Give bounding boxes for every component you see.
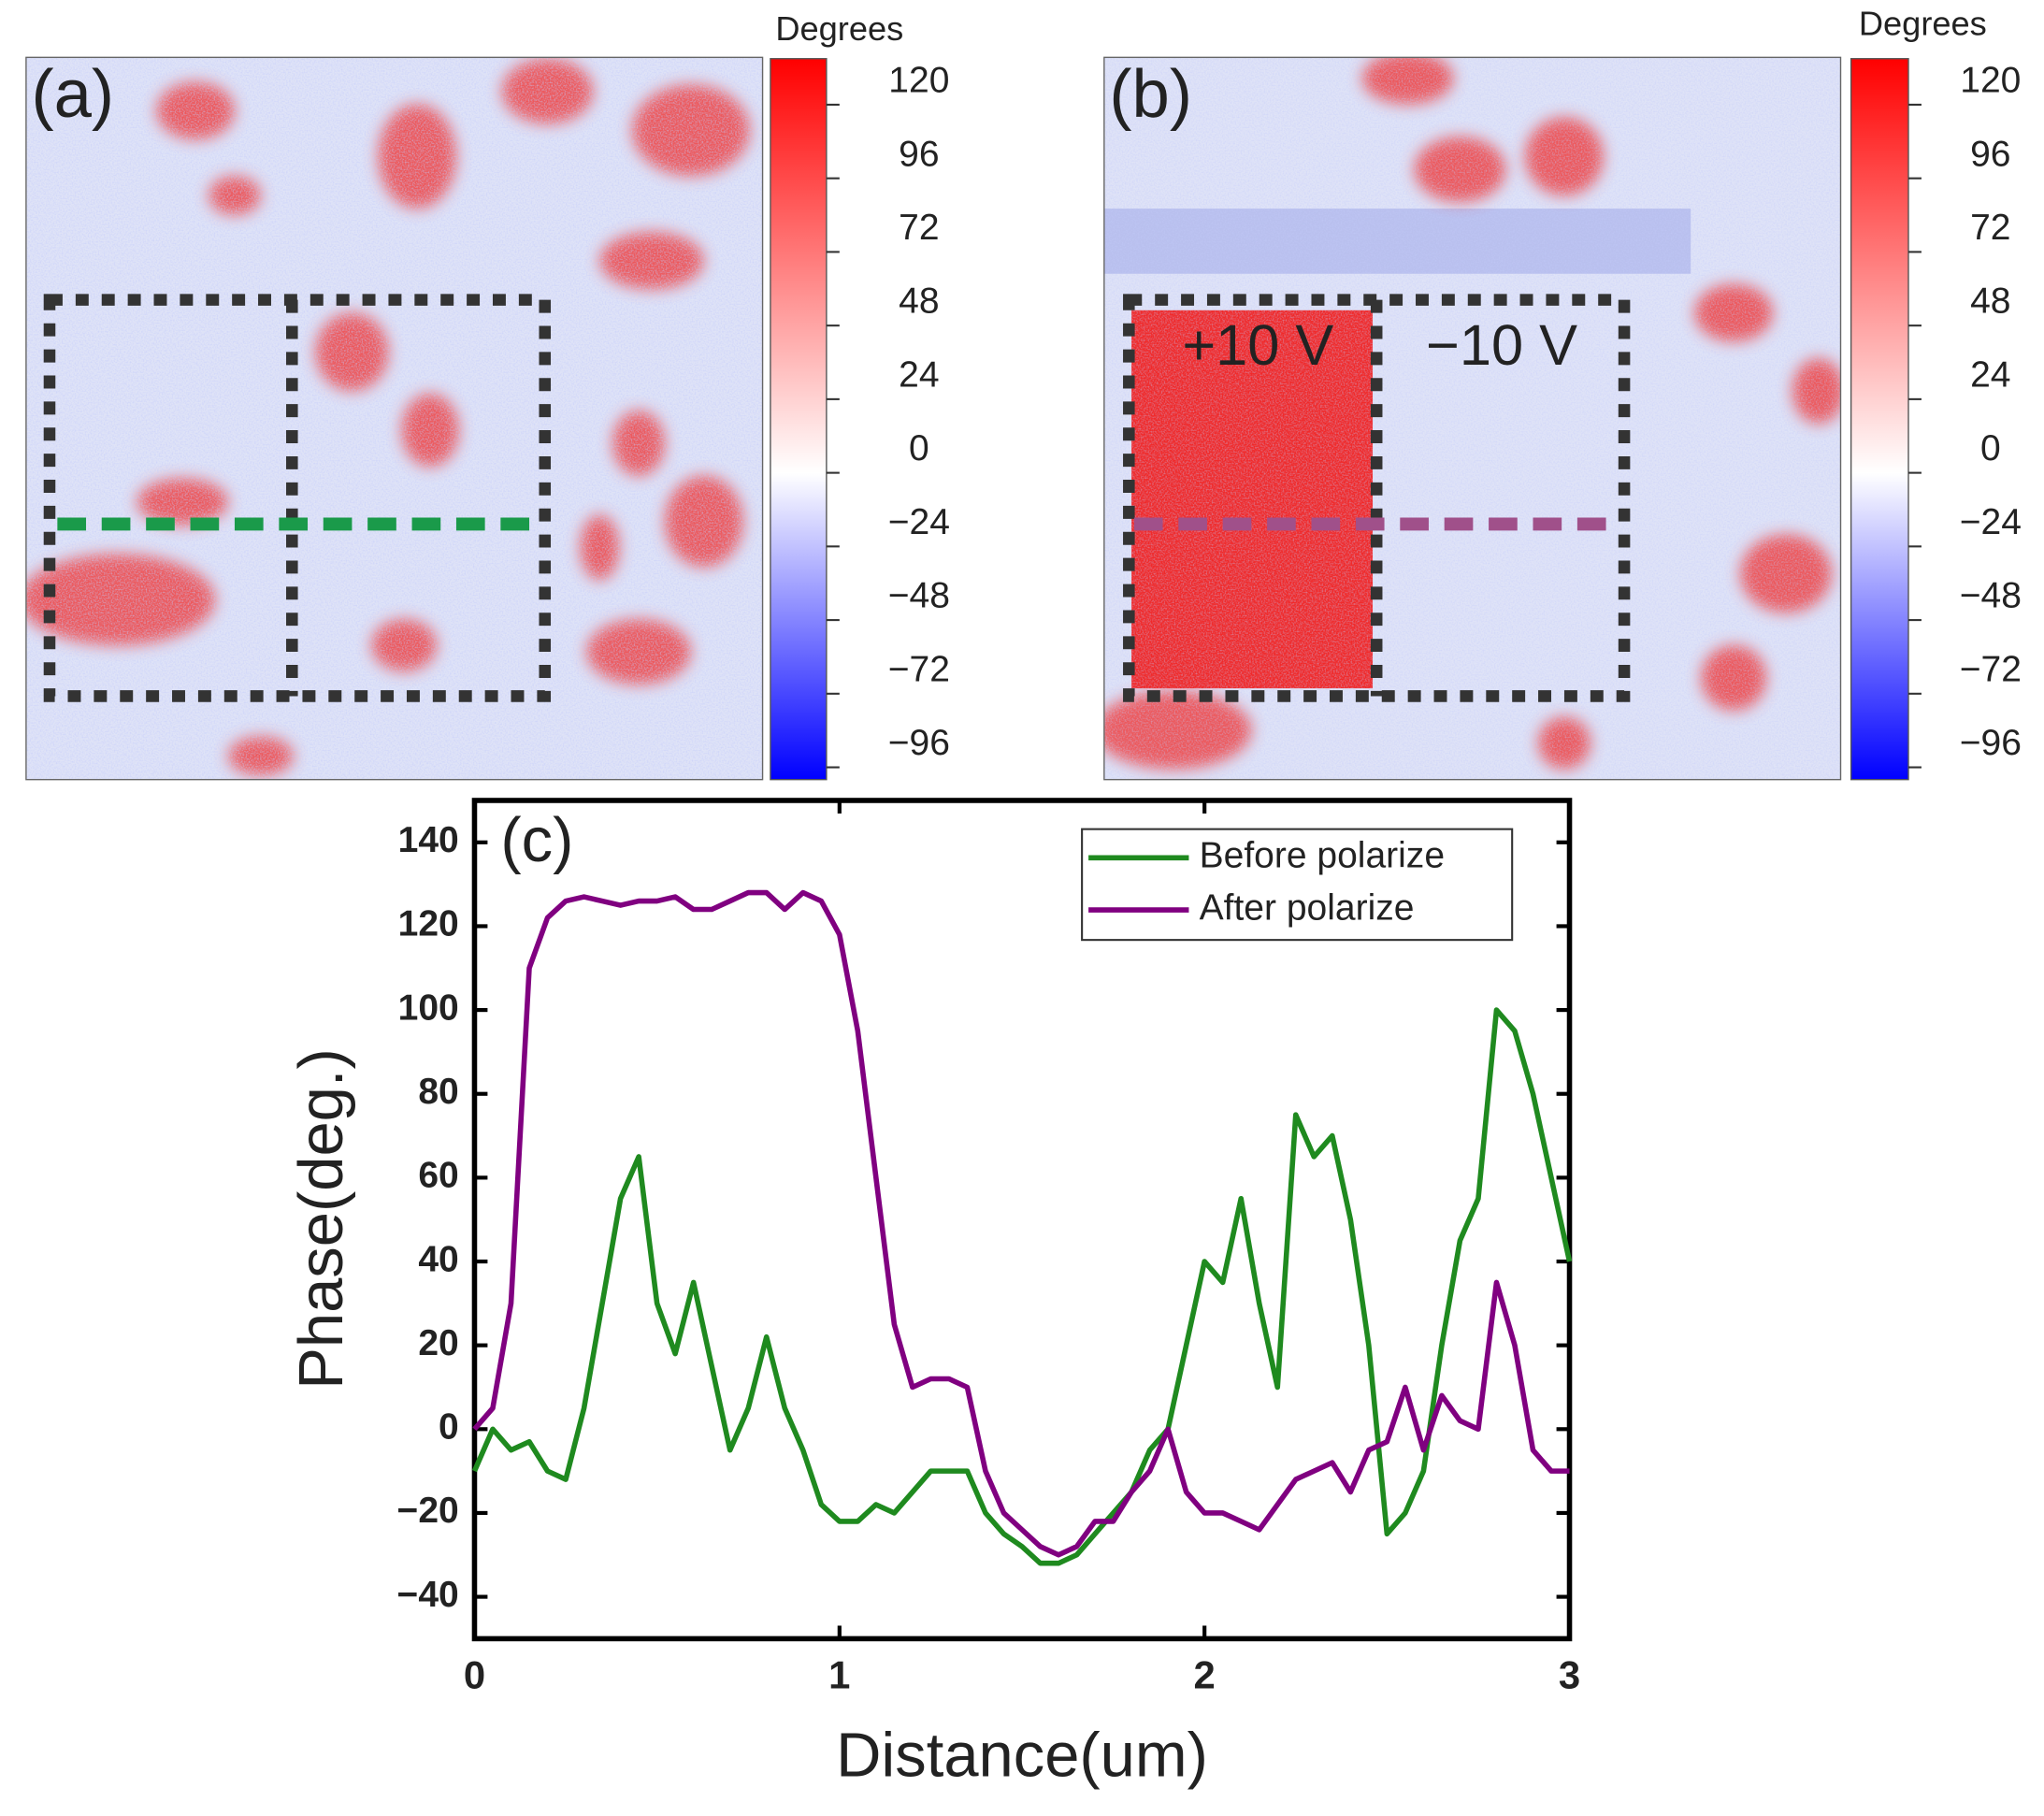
image-frame	[1103, 56, 1842, 781]
colorbar-tick-label: 48	[899, 281, 939, 322]
annotation: −10 V	[1426, 312, 1577, 377]
data-line	[472, 889, 1570, 1558]
panel-label: (a)	[31, 56, 114, 132]
phase-image-b	[1103, 57, 1841, 780]
colorbar	[770, 58, 828, 781]
colorbar-tick-label: −96	[1960, 723, 2022, 763]
y-tick-label: −20	[397, 1491, 459, 1531]
colorbar-tick-label: −48	[888, 576, 950, 616]
colorbar-tick-label: −72	[1960, 649, 2022, 689]
colorbar-tick-label: 72	[899, 208, 939, 248]
panel-label: (c)	[500, 805, 573, 875]
y-tick-label: 100	[398, 987, 459, 1028]
y-tick-label: 120	[398, 904, 459, 944]
colorbar-tick-label: 96	[899, 134, 939, 174]
colorbar-tick-label: 0	[1980, 428, 2001, 468]
plot-frame	[471, 798, 1573, 1642]
y-tick-label: 80	[418, 1072, 458, 1112]
colorbar-tick-label: −96	[888, 723, 950, 763]
image-frame	[25, 56, 764, 781]
colorbar-tick-label: −72	[888, 649, 950, 689]
legend-box	[1081, 828, 1514, 942]
legend-label: After polarize	[1200, 887, 1415, 928]
annotation: +10 V	[1182, 312, 1333, 377]
y-tick-label: 40	[418, 1239, 458, 1279]
y-tick-label: 140	[398, 820, 459, 860]
colorbar-tick-label: −24	[888, 502, 950, 542]
region-box	[1123, 294, 1631, 702]
colorbar-title: Degrees	[1859, 4, 1987, 42]
colorbar-tick-label: 0	[909, 428, 929, 468]
colorbar-tick-label: 120	[1960, 61, 2021, 101]
legend-label: Before polarize	[1200, 836, 1445, 876]
region-box	[43, 294, 552, 702]
colorbar-tick-label: 96	[1970, 134, 2010, 174]
y-axis-label: Phase(deg.)	[286, 1048, 356, 1390]
y-tick-label: 20	[418, 1323, 458, 1363]
x-tick-label: 1	[828, 1652, 850, 1696]
colorbar-tick-label: 72	[1970, 208, 2010, 248]
x-tick-label: 2	[1194, 1652, 1216, 1696]
colorbar-tick-label: −48	[1960, 576, 2022, 616]
y-tick-label: 60	[418, 1156, 458, 1196]
y-tick-label: 0	[439, 1407, 459, 1448]
panel-label: (b)	[1109, 56, 1192, 132]
y-tick-label: −40	[397, 1575, 459, 1615]
colorbar-tick-label: 120	[888, 61, 949, 101]
x-tick-label: 0	[464, 1652, 485, 1696]
x-tick-label: 3	[1559, 1652, 1580, 1696]
data-line	[471, 1007, 1573, 1566]
colorbar-tick-label: −24	[1960, 502, 2022, 542]
x-axis-label: Distance(um)	[836, 1721, 1208, 1791]
phase-image-a	[25, 57, 763, 780]
colorbar-tick-label: 24	[899, 354, 939, 395]
colorbar-title: Degrees	[775, 9, 903, 48]
colorbar-tick-label: 48	[1970, 281, 2010, 322]
colorbar	[1850, 58, 1909, 781]
colorbar-tick-label: 24	[1970, 354, 2010, 395]
